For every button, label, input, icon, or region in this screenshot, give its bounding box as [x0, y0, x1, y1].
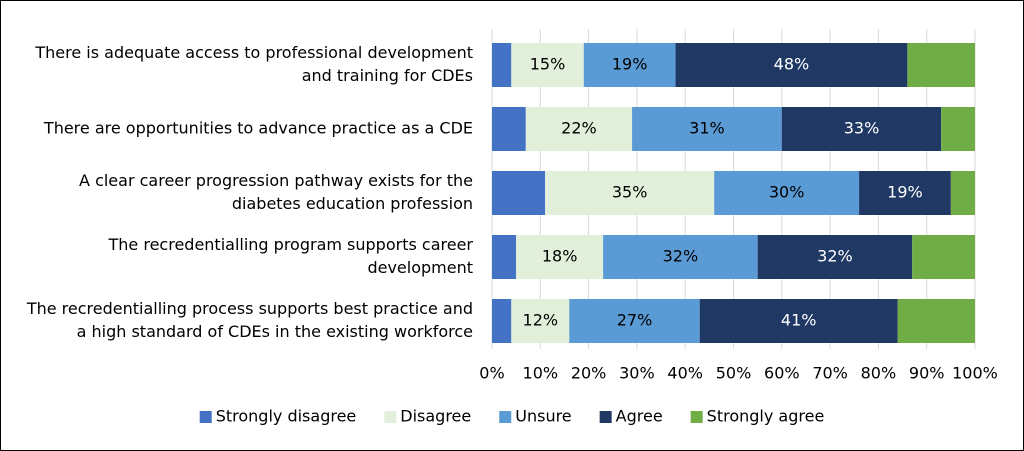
legend-swatch — [384, 411, 397, 423]
bar-segment — [897, 299, 975, 343]
data-label: 27% — [617, 311, 653, 330]
data-label: 18% — [542, 247, 578, 266]
data-label: 32% — [663, 247, 699, 266]
legend-swatch — [199, 411, 212, 423]
y-tick-label: A clear career progression pathway exist… — [79, 171, 473, 190]
bar-segment — [699, 299, 898, 343]
bar-segment — [781, 107, 942, 151]
x-tick-label: 80% — [861, 364, 897, 383]
bar-segment — [757, 235, 913, 279]
y-tick-label: and training for CDEs — [302, 66, 473, 85]
y-tick-label: The recredentialling program supports ca… — [108, 235, 474, 254]
data-label: 15% — [530, 55, 566, 74]
bar-segment — [492, 107, 526, 151]
data-label: 41% — [781, 311, 817, 330]
bar-segment — [675, 43, 908, 87]
bar-segment — [941, 107, 975, 151]
bar-segment — [603, 235, 758, 279]
data-label: 48% — [774, 55, 810, 74]
data-label: 30% — [769, 183, 805, 202]
data-label: 19% — [887, 183, 923, 202]
y-tick-label: development — [367, 258, 473, 277]
y-tick-label: The recredentialling process supports be… — [26, 299, 473, 318]
bar-segment — [714, 171, 860, 215]
bar-segment — [632, 107, 782, 151]
x-tick-label: 0% — [479, 364, 504, 383]
bar-segment — [492, 171, 546, 215]
x-tick-label: 60% — [764, 364, 800, 383]
data-label: 22% — [561, 119, 597, 138]
x-tick-label: 10% — [523, 364, 559, 383]
legend-swatch — [599, 411, 612, 423]
x-tick-label: 40% — [667, 364, 703, 383]
legend-label: Strongly agree — [707, 407, 825, 426]
data-label: 31% — [689, 119, 725, 138]
bar-segment — [525, 107, 633, 151]
legend-label: Agree — [616, 407, 663, 426]
legend-swatch — [690, 411, 703, 423]
y-tick-label: diabetes education profession — [232, 194, 473, 213]
bar-segment — [516, 235, 604, 279]
bar-segment — [583, 43, 676, 87]
bar-segment — [511, 43, 584, 87]
bar-segment — [492, 235, 517, 279]
bar-segment — [569, 299, 700, 343]
x-tick-label: 90% — [909, 364, 945, 383]
data-label: 32% — [817, 247, 853, 266]
data-label: 19% — [612, 55, 648, 74]
data-label: 33% — [844, 119, 880, 138]
y-tick-label: a high standard of CDEs in the existing … — [77, 322, 473, 341]
bar-segment — [511, 299, 570, 343]
legend-label: Disagree — [400, 407, 471, 426]
x-tick-label: 50% — [716, 364, 752, 383]
x-tick-label: 20% — [571, 364, 607, 383]
bar-segment — [545, 171, 715, 215]
legend-label: Unsure — [515, 407, 571, 426]
x-tick-label: 70% — [812, 364, 848, 383]
y-tick-label: There are opportunities to advance pract… — [43, 119, 473, 138]
bar-segment — [912, 235, 975, 279]
data-label: 12% — [523, 311, 559, 330]
legend-label: Strongly disagree — [216, 407, 357, 426]
bar-segment — [492, 43, 512, 87]
y-tick-label: There is adequate access to professional… — [34, 43, 473, 62]
bar-segment — [907, 43, 975, 87]
legend-swatch — [499, 411, 512, 423]
bar-segment — [492, 299, 512, 343]
bar-segment — [950, 171, 975, 215]
x-tick-label: 30% — [619, 364, 655, 383]
bar-segment — [859, 171, 951, 215]
x-tick-label: 100% — [952, 364, 998, 383]
data-label: 35% — [612, 183, 648, 202]
